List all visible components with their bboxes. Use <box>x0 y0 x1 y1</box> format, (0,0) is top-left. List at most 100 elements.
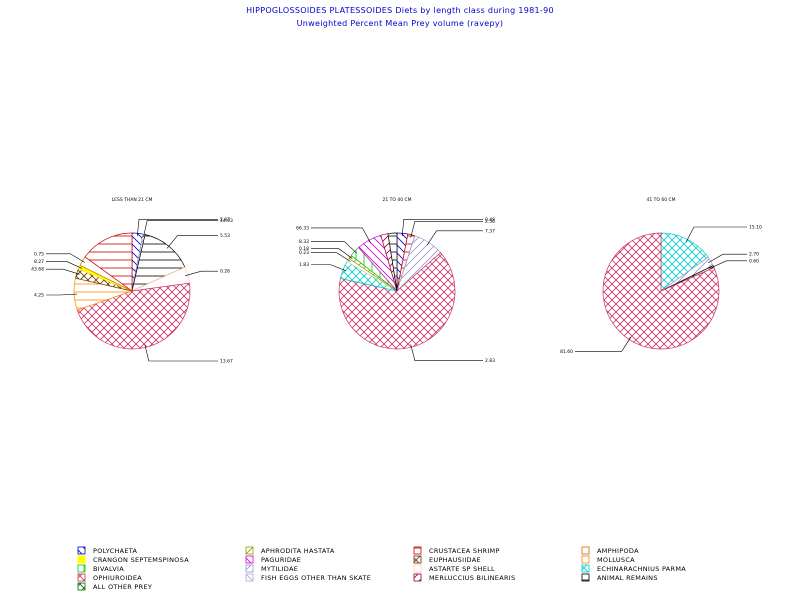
slice-value-label: 15.10 <box>749 224 762 230</box>
legend-item-polychaeta: POLYCHAETA <box>77 546 138 555</box>
legend-swatch <box>413 573 422 582</box>
legend-label: POLYCHAETA <box>93 547 138 555</box>
legend-item-mytilidae: MYTILIDAE <box>245 564 298 573</box>
leader-line <box>143 220 218 238</box>
slice-value-label: 13.67 <box>220 359 233 365</box>
legend-item-mollusca: MOLLUSCA <box>581 555 635 564</box>
legend-swatch <box>77 582 86 591</box>
legend-label: PAGURIDAE <box>261 556 301 564</box>
legend-label: CRUSTACEA SHRIMP <box>429 547 500 555</box>
legend-label: MERLUCCIUS BILINEARIS <box>429 574 515 582</box>
leader-line <box>685 226 747 243</box>
legend-item-ophiuroidea: OPHIUROIDEA <box>77 573 142 582</box>
chart-titles: HIPPOGLOSSOIDES PLATESSOIDES Diets by le… <box>0 4 800 30</box>
pie-3: 41 TO 60 CM 15.10 2.700.60 81.60 <box>560 197 762 355</box>
legend-item-amphipoda: AMPHIPODA <box>581 546 639 555</box>
leader-line <box>311 264 346 271</box>
legend-swatch <box>581 564 590 573</box>
pie-group-label: 41 TO 60 CM <box>646 197 675 203</box>
legend-item-echinarachnius-parma: ECHINARACHNIUS PARMA <box>581 564 686 573</box>
pie-group-label: 21 TO 40 CM <box>382 197 411 203</box>
leader-line <box>311 227 371 243</box>
legend-swatch <box>245 546 254 555</box>
slice-value-label: 2.70 <box>749 252 759 258</box>
chart-title: HIPPOGLOSSOIDES PLATESSOIDES Diets by le… <box>246 6 554 15</box>
slice-value-label: 43.68 <box>31 267 44 273</box>
legend-label: ALL OTHER PREY <box>93 583 152 591</box>
legend-swatch <box>581 546 590 555</box>
legend-swatch <box>245 564 254 573</box>
legend-swatch <box>77 546 86 555</box>
pie-slice-animal-remains <box>387 232 398 292</box>
legend-label: MOLLUSCA <box>597 556 635 564</box>
slice-value-label: 2.56 <box>485 219 495 225</box>
leader-line <box>311 252 351 262</box>
legend-swatch <box>413 555 422 564</box>
legend-label: EUPHAUSIIDAE <box>429 556 481 564</box>
leader-line <box>46 293 78 296</box>
leader-line <box>137 219 218 237</box>
slice-value-label: 0.23 <box>299 250 309 256</box>
slice-value-label: 0.26 <box>220 269 230 275</box>
legend: POLYCHAETA APHRODITA HASTATA CRUSTACEA SHR… <box>77 546 686 591</box>
legend-item-animal-remains: ANIMAL REMAINS <box>581 573 658 582</box>
legend-swatch <box>245 555 254 564</box>
legend-label: ECHINARACHNIUS PARMA <box>597 565 686 573</box>
leader-line <box>311 248 353 259</box>
slice-value-label: 0.48 <box>485 217 495 223</box>
legend-label: ASTARTE SP SHELL <box>429 565 495 573</box>
legend-item-bivalvia: BIVALVIA <box>77 564 124 573</box>
legend-label: BIVALVIA <box>93 565 124 573</box>
legend-swatch <box>581 573 590 582</box>
legend-item-crustacea-shrimp: CRUSTACEA SHRIMP <box>413 546 500 555</box>
leader-line <box>710 260 747 269</box>
slice-value-label: 1.83 <box>299 262 309 268</box>
leader-line <box>708 253 747 264</box>
leader-line <box>311 241 358 254</box>
leader-line <box>46 260 82 269</box>
leader-line <box>166 235 218 249</box>
pie-slice-crustacea-shrimp <box>84 232 133 292</box>
leader-line <box>575 336 632 352</box>
legend-item-astarte-sp-shell: ASTARTE SP SHELL <box>413 564 495 573</box>
legend-label: AMPHIPODA <box>597 547 639 555</box>
leader-line <box>46 253 85 263</box>
legend-label: FISH EGGS OTHER THAN SKATE <box>261 574 371 582</box>
legend-swatch <box>413 546 422 555</box>
legend-swatch <box>245 573 254 582</box>
chart-subtitle: Unweighted Percent Mean Prey volume (rav… <box>296 19 504 28</box>
legend-swatch <box>581 555 590 564</box>
leader-line <box>427 230 483 246</box>
legend-label: ANIMAL REMAINS <box>597 574 658 582</box>
leader-line <box>184 270 218 277</box>
slice-value-label: 5.53 <box>220 233 230 239</box>
legend-item-aphrodita-hastata: APHRODITA HASTATA <box>245 546 335 555</box>
leader-line <box>144 344 218 362</box>
slice-value-label: 66.33 <box>296 225 309 231</box>
slice-value-label: 2.83 <box>485 358 495 364</box>
legend-label: MYTILIDAE <box>261 565 298 573</box>
pie-group-label: LESS THAN 21 CM <box>112 197 153 203</box>
legend-label: OPHIUROIDEA <box>93 574 142 582</box>
legend-item-all-other-prey: ALL OTHER PREY <box>77 582 152 591</box>
slice-value-label: 2.87 <box>220 217 230 223</box>
leader-line <box>410 221 483 238</box>
legend-item-fish-eggs-other-than-skate: FISH EGGS OTHER THAN SKATE <box>245 573 371 582</box>
slice-value-label: 0.75 <box>34 251 44 257</box>
slice-value-label: 8.33 <box>299 239 309 245</box>
slice-value-label: 8.27 <box>34 259 44 265</box>
slice-value-label: 81.60 <box>560 349 573 355</box>
legend-swatch <box>77 564 86 573</box>
pie-2: 21 TO 40 CM 0.482.56 7.37 2.83 1.83 0.230.188… <box>296 197 495 364</box>
legend-label: CRANGON SEPTEMSPINOSA <box>93 556 189 564</box>
legend-label: APHRODITA HASTATA <box>261 547 335 555</box>
legend-item-crangon-septemspinosa: CRANGON SEPTEMSPINOSA <box>77 555 189 564</box>
slice-value-label: 7.37 <box>485 228 495 234</box>
slice-value-label: 4.25 <box>34 292 44 298</box>
legend-item-merluccius-bilinearis: MERLUCCIUS BILINEARIS <box>413 573 515 582</box>
legend-item-euphausiidae: EUPHAUSIIDAE <box>413 555 481 564</box>
slice-value-label: 0.18 <box>299 246 309 252</box>
leader-line <box>46 268 80 275</box>
